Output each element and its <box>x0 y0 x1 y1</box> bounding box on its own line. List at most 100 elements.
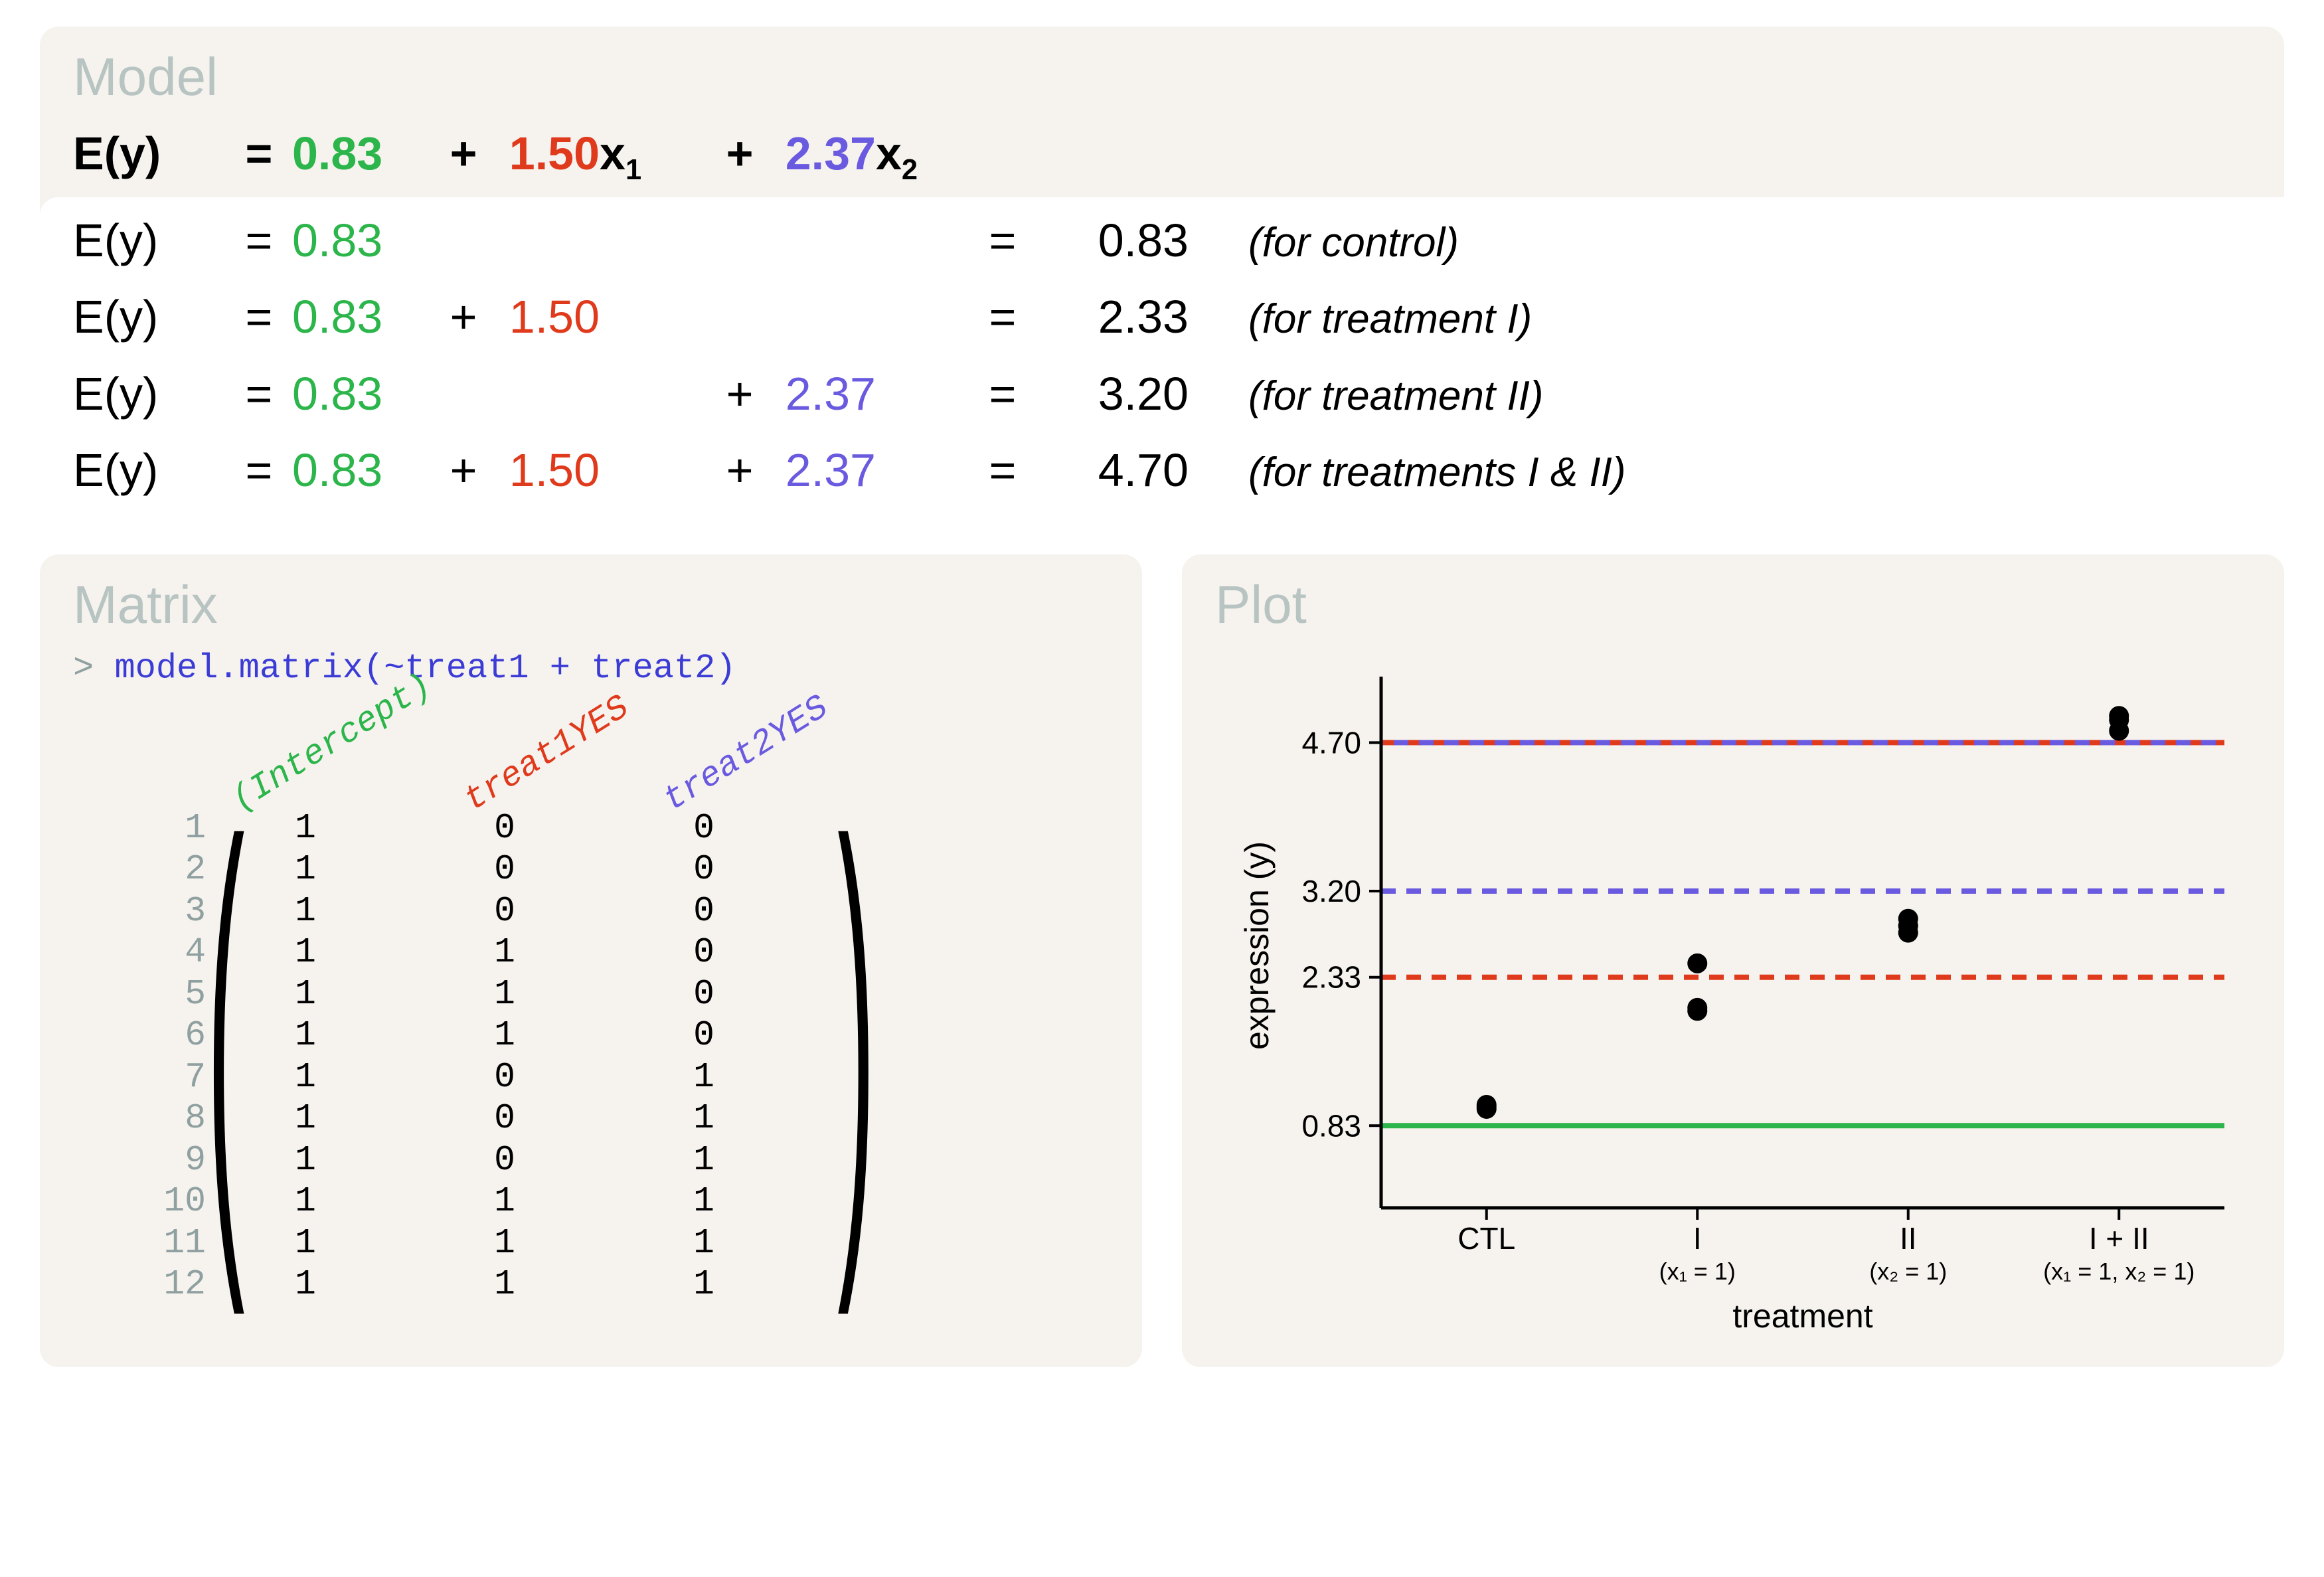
matrix-cell: 1 <box>405 973 604 1015</box>
x-tick-label: II <box>1900 1221 1917 1256</box>
matrix-rownum: 2 <box>120 849 206 890</box>
eq-terms: 0.83 + 1.50x1 + 2.37x2 <box>292 116 969 195</box>
eq-terms: 0.83+1.50 <box>292 279 969 356</box>
eq-equals: = <box>226 203 292 280</box>
eq-note: (for treatment I) <box>1208 286 1532 353</box>
matrix-rownum: 7 <box>120 1056 206 1098</box>
term-intercept: 0.83 <box>292 203 450 280</box>
matrix-cell: 0 <box>405 1098 604 1139</box>
plus <box>450 203 509 280</box>
matrix-cell: 0 <box>604 973 803 1015</box>
matrix-cell: 0 <box>604 849 803 890</box>
plus <box>726 279 786 356</box>
eq-equals: = <box>226 356 292 433</box>
eq-equals: = <box>969 279 1036 356</box>
eq-equals: = <box>969 203 1036 280</box>
eq-result: 0.83 <box>1036 203 1208 280</box>
matrix-title: Matrix <box>73 574 1109 635</box>
matrix-cell: 0 <box>604 890 803 932</box>
matrix-cell: 0 <box>405 807 604 849</box>
r-command-line: > model.matrix(~treat1 + treat2) <box>73 643 1109 701</box>
model-cases: E(y)=0.83=0.83(for control)E(y)=0.83+1.5… <box>40 197 2284 521</box>
eq-equals: = <box>969 356 1036 433</box>
matrix-rownum: 5 <box>120 973 206 1015</box>
data-point <box>2109 706 2129 726</box>
x-tick-sublabel: (x₂ = 1) <box>1869 1258 1947 1285</box>
matrix-cell: 1 <box>604 1056 803 1098</box>
plus <box>450 356 509 433</box>
eq-lhs: E(y) <box>73 432 226 509</box>
matrix-panel: Matrix > model.matrix(~treat1 + treat2) … <box>40 554 1142 1367</box>
term-treat2: 2.37x2 <box>786 116 969 195</box>
y-axis-label: expression (y) <box>1238 841 1276 1050</box>
matrix-cell: 0 <box>405 890 604 932</box>
plus: + <box>726 432 786 509</box>
matrix-cell: 1 <box>405 1015 604 1056</box>
matrix-rownum: 11 <box>120 1222 206 1264</box>
term-treat2 <box>786 203 969 280</box>
lower-row: Matrix > model.matrix(~treat1 + treat2) … <box>40 554 2284 1367</box>
data-point <box>1477 1099 1497 1119</box>
matrix-cell: 1 <box>604 1181 803 1222</box>
plot-chart: 0.832.333.204.70CTLI(x₁ = 1)II(x₂ = 1)I … <box>1215 643 2251 1347</box>
matrix-rownum: 6 <box>120 1015 206 1056</box>
eq-equals: = <box>226 279 292 356</box>
matrix-header-treat1: treat1YES <box>457 688 636 820</box>
matrix-cell: 1 <box>604 1139 803 1181</box>
plus-2: + <box>726 116 786 195</box>
matrix-cell: 0 <box>405 849 604 890</box>
matrix-cell: 1 <box>604 1264 803 1305</box>
term-intercept: 0.83 <box>292 356 450 433</box>
plus: + <box>450 432 509 509</box>
eq-lhs: E(y) <box>73 116 226 193</box>
model-case-row: E(y)=0.83+1.50+2.37=4.70(for treatments … <box>73 432 2251 509</box>
model-case-row: E(y)=0.83=0.83(for control) <box>73 203 2251 280</box>
term-treat1 <box>509 203 726 280</box>
matrix-rownum: 4 <box>120 932 206 973</box>
x-tick-label: I <box>1693 1221 1702 1256</box>
matrix-rownum: 1 <box>120 807 206 849</box>
matrix-header-treat2: treat2YES <box>657 688 835 820</box>
matrix-cell: 0 <box>405 1139 604 1181</box>
eq-lhs: E(y) <box>73 203 226 280</box>
matrix-cell: 0 <box>405 1056 604 1098</box>
model-panel: Model E(y) = 0.83 + 1.50x1 + 2.37x2 E(y)… <box>40 27 2284 521</box>
data-point <box>1687 953 1707 973</box>
model-case-row: E(y)=0.83+2.37=3.20(for treatment II) <box>73 356 2251 433</box>
matrix-cell: 1 <box>405 1181 604 1222</box>
r-prompt-symbol: > <box>73 649 94 688</box>
model-title: Model <box>73 46 2251 108</box>
term-treat1: 1.50 <box>509 279 726 356</box>
matrix-cell: 0 <box>604 807 803 849</box>
term-treat1 <box>509 356 726 433</box>
term-intercept: 0.83 <box>292 116 450 195</box>
plot-title: Plot <box>1215 574 2251 635</box>
matrix-cell: 1 <box>604 1222 803 1264</box>
term-treat1: 1.50 <box>509 432 726 509</box>
matrix-rownum: 9 <box>120 1139 206 1181</box>
matrix-cell: 0 <box>604 932 803 973</box>
x-tick-sublabel: (x₁ = 1) <box>1659 1258 1736 1285</box>
eq-lhs: E(y) <box>73 279 226 356</box>
model-equation-main: E(y) = 0.83 + 1.50x1 + 2.37x2 <box>73 116 2251 195</box>
plus: + <box>450 279 509 356</box>
matrix-rownum: 10 <box>120 1181 206 1222</box>
matrix-cell: 1 <box>405 932 604 973</box>
paren-left-icon: ( <box>207 774 244 1282</box>
term-intercept: 0.83 <box>292 279 450 356</box>
matrix-rownum: 3 <box>120 890 206 932</box>
term-treat2: 2.37 <box>786 432 969 509</box>
term-treat1: 1.50x1 <box>509 116 726 195</box>
matrix-cell: 0 <box>604 1015 803 1056</box>
data-point <box>1898 908 1918 928</box>
eq-equals: = <box>226 116 292 193</box>
x-tick-label: I + II <box>2089 1221 2149 1256</box>
matrix-cell: 1 <box>405 1222 604 1264</box>
x-tick-label: CTL <box>1457 1221 1515 1256</box>
eq-result: 4.70 <box>1036 432 1208 509</box>
model-case-row: E(y)=0.83+1.50=2.33(for treatment I) <box>73 279 2251 356</box>
matrix-cell: 1 <box>405 1264 604 1305</box>
eq-equals: = <box>969 432 1036 509</box>
x-axis-label: treatment <box>1732 1297 1872 1335</box>
term-intercept: 0.83 <box>292 432 450 509</box>
